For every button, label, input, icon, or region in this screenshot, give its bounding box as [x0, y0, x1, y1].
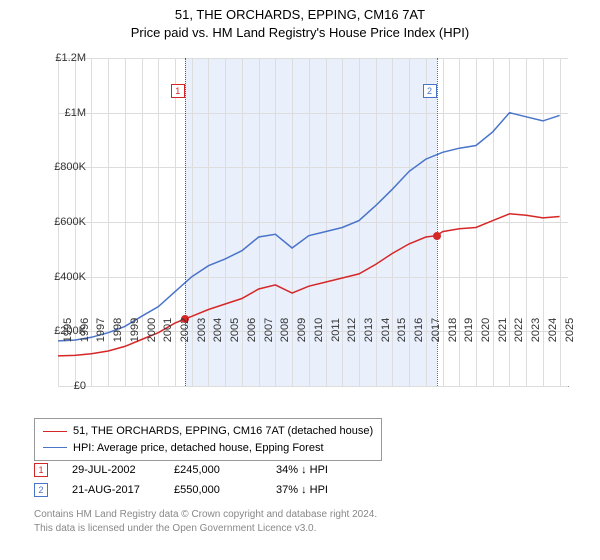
x-axis-label: 2018	[447, 318, 459, 342]
x-axis-label: 2007	[263, 318, 275, 342]
legend-swatch	[43, 447, 67, 448]
x-axis-label: 2004	[212, 318, 224, 342]
gridline-h	[58, 386, 568, 387]
footer-attribution: Contains HM Land Registry data © Crown c…	[34, 508, 377, 536]
x-axis-label: 2016	[413, 318, 425, 342]
x-axis-label: 1995	[62, 318, 74, 342]
x-axis-label: 2009	[296, 318, 308, 342]
transaction-date: 21-AUG-2017	[72, 484, 150, 496]
x-axis-label: 2024	[547, 318, 559, 342]
transaction-price: £245,000	[174, 464, 252, 476]
legend-swatch	[43, 431, 67, 432]
sale-point-dot	[433, 232, 441, 240]
title-line2: Price paid vs. HM Land Registry's House …	[0, 24, 600, 42]
legend-item: 51, THE ORCHARDS, EPPING, CM16 7AT (deta…	[43, 423, 373, 440]
x-axis-label: 2023	[530, 318, 542, 342]
x-axis-label: 1999	[129, 318, 141, 342]
y-axis-label: £0	[74, 380, 86, 392]
transaction-row: 2 21-AUG-2017 £550,000 37% ↓ HPI	[34, 480, 354, 500]
x-axis-label: 2001	[162, 318, 174, 342]
x-axis-label: 1996	[79, 318, 91, 342]
y-axis-label: £400K	[54, 271, 86, 283]
x-axis-label: 2013	[363, 318, 375, 342]
x-axis-label: 2014	[380, 318, 392, 342]
x-axis-label: 2011	[330, 318, 342, 342]
legend-item: HPI: Average price, detached house, Eppi…	[43, 440, 373, 457]
transaction-row: 1 29-JUL-2002 £245,000 34% ↓ HPI	[34, 460, 354, 480]
x-axis-label: 2017	[430, 318, 442, 342]
x-axis-label: 1997	[95, 318, 107, 342]
x-axis-label: 2012	[346, 318, 358, 342]
x-axis-label: 2010	[313, 318, 325, 342]
x-axis-label: 2025	[564, 318, 576, 342]
transaction-delta: 37% ↓ HPI	[276, 484, 354, 496]
y-axis-label: £1.2M	[55, 52, 86, 64]
y-axis-label: £600K	[54, 216, 86, 228]
x-axis-label: 2021	[497, 318, 509, 342]
x-axis-label: 2000	[146, 318, 158, 342]
title-line1: 51, THE ORCHARDS, EPPING, CM16 7AT	[0, 6, 600, 24]
x-axis-label: 2022	[513, 318, 525, 342]
transactions-table: 1 29-JUL-2002 £245,000 34% ↓ HPI 2 21-AUG-201…	[34, 460, 354, 500]
transaction-index-box: 1	[34, 463, 48, 477]
x-axis-label: 1998	[112, 318, 124, 342]
x-axis-label: 2020	[480, 318, 492, 342]
legend-box: 51, THE ORCHARDS, EPPING, CM16 7AT (deta…	[34, 418, 382, 461]
footer-line1: Contains HM Land Registry data © Crown c…	[34, 508, 377, 522]
legend-label: HPI: Average price, detached house, Eppi…	[73, 440, 324, 457]
x-axis-label: 2019	[463, 318, 475, 342]
transaction-price: £550,000	[174, 484, 252, 496]
x-axis-label: 2002	[179, 318, 191, 342]
y-axis-label: £1M	[65, 107, 86, 119]
x-axis-label: 2008	[279, 318, 291, 342]
x-axis-label: 2015	[396, 318, 408, 342]
y-axis-label: £800K	[54, 161, 86, 173]
transaction-index-box: 2	[34, 483, 48, 497]
legend-label: 51, THE ORCHARDS, EPPING, CM16 7AT (deta…	[73, 423, 373, 440]
chart-title: 51, THE ORCHARDS, EPPING, CM16 7AT Price…	[0, 0, 600, 42]
x-axis-label: 2006	[246, 318, 258, 342]
footer-line2: This data is licensed under the Open Gov…	[34, 522, 377, 536]
transaction-delta: 34% ↓ HPI	[276, 464, 354, 476]
transaction-date: 29-JUL-2002	[72, 464, 150, 476]
x-axis-label: 2005	[229, 318, 241, 342]
x-axis-label: 2003	[196, 318, 208, 342]
